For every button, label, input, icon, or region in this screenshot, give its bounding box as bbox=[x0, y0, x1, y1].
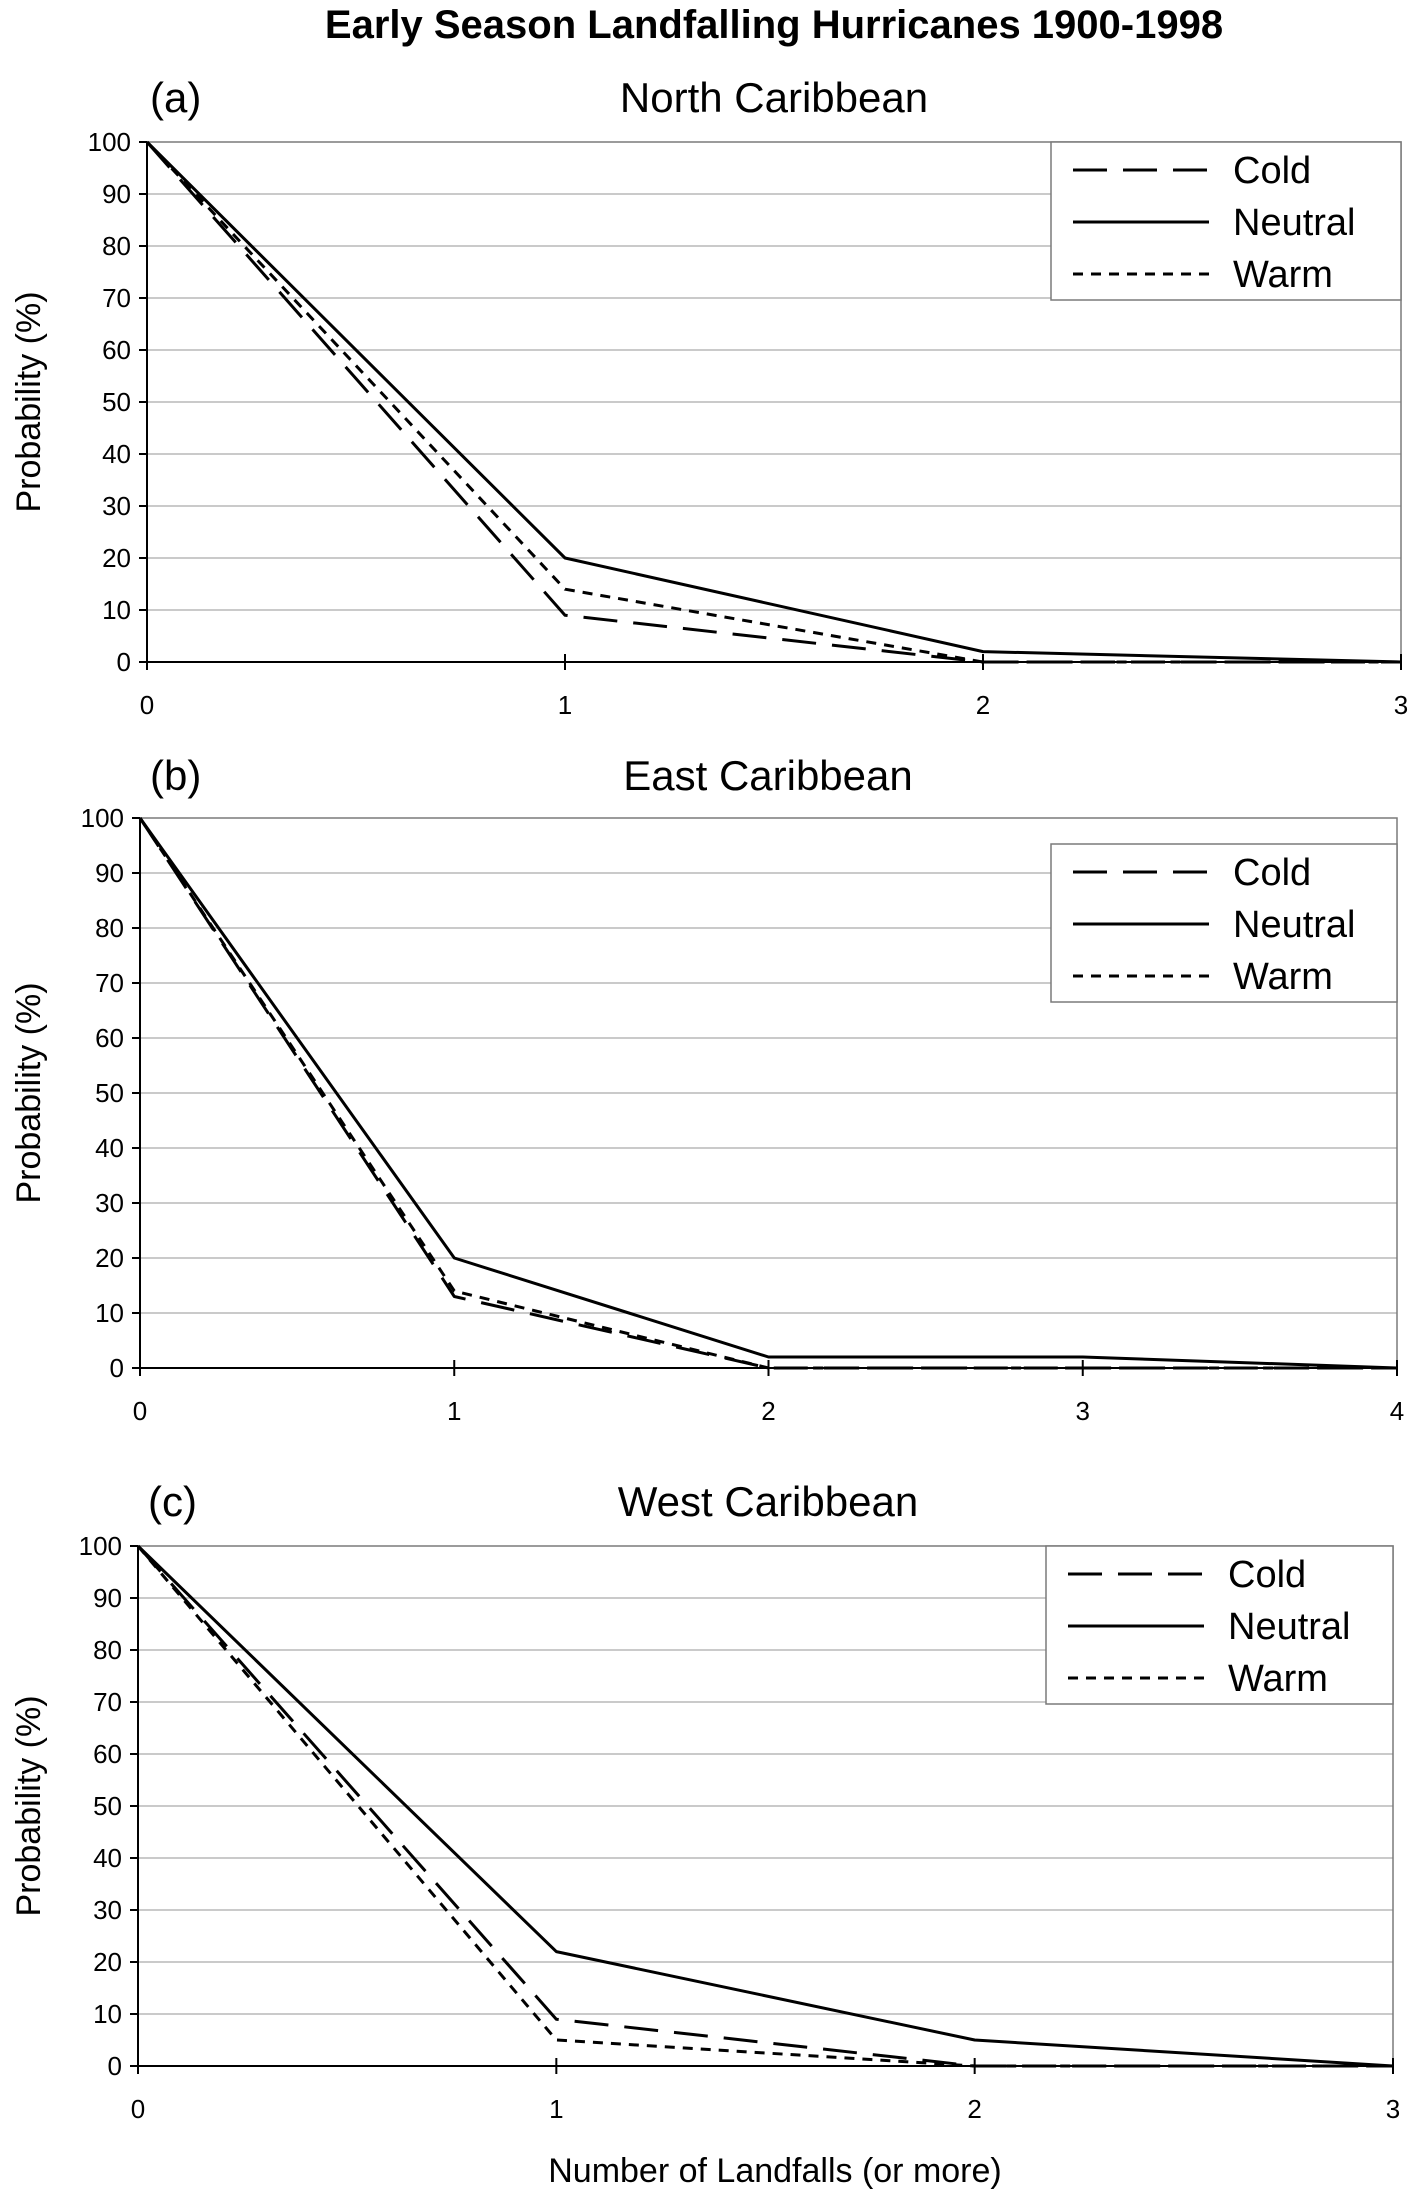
y-tick-label: 70 bbox=[93, 1687, 122, 1717]
panel-title: North Caribbean bbox=[620, 74, 928, 121]
series-line-neutral bbox=[138, 817, 1398, 1370]
y-tick-label: 80 bbox=[102, 231, 131, 261]
x-axis-label: Number of Landfalls (or more) bbox=[548, 2152, 1002, 2190]
y-axis-label: Probability (%) bbox=[10, 1695, 48, 1916]
x-tick-label: 2 bbox=[976, 690, 990, 720]
y-tick-label: 70 bbox=[95, 968, 124, 998]
legend-label: Neutral bbox=[1228, 1606, 1351, 1648]
y-tick-label: 100 bbox=[79, 1531, 122, 1561]
panel-3: (c) West Caribbean 0 10 20 30 40 50 60 70 80 90 100 0… bbox=[10, 1478, 1400, 2124]
y-tick-label: 50 bbox=[93, 1791, 122, 1821]
y-tick-label: 70 bbox=[102, 283, 131, 313]
y-tick-label: 0 bbox=[110, 1353, 124, 1383]
series-line-cold bbox=[138, 817, 1397, 1370]
legend-label: Cold bbox=[1228, 1554, 1306, 1596]
x-tick-label: 0 bbox=[140, 690, 154, 720]
panel-letter: (b) bbox=[150, 752, 201, 799]
legend-label: Neutral bbox=[1233, 202, 1356, 244]
y-tick-label: 10 bbox=[102, 595, 131, 625]
legend-label: Neutral bbox=[1233, 904, 1356, 946]
y-tick-label: 60 bbox=[95, 1023, 124, 1053]
y-tick-label: 30 bbox=[95, 1188, 124, 1218]
x-tick-label: 1 bbox=[447, 1396, 461, 1426]
y-tick-label: 90 bbox=[95, 858, 124, 888]
x-tick-label: 3 bbox=[1386, 2094, 1400, 2124]
panel-1: (a) North Caribbean0102030405060708090100… bbox=[10, 74, 1408, 720]
y-tick-label: 10 bbox=[93, 1999, 122, 2029]
y-tick-label: 90 bbox=[102, 179, 131, 209]
y-tick-label: 100 bbox=[81, 803, 124, 833]
x-tick-label: 2 bbox=[967, 2094, 981, 2124]
y-axis-label: Probability (%) bbox=[10, 291, 48, 512]
panel-2: (b) East Caribbean 0 10 20 30 40 50 60 70 80 90 100 0… bbox=[10, 752, 1404, 1426]
y-tick-label: 0 bbox=[117, 647, 131, 677]
y-tick-label: 0 bbox=[108, 2051, 122, 2081]
series-line-warm bbox=[138, 817, 1397, 1370]
series-line-warm bbox=[145, 140, 1401, 664]
panel-letter: (a) bbox=[150, 74, 201, 121]
y-tick-label: 60 bbox=[93, 1739, 122, 1769]
y-tick-label: 80 bbox=[93, 1635, 122, 1665]
y-tick-label: 30 bbox=[102, 491, 131, 521]
x-tick-label: 3 bbox=[1394, 690, 1408, 720]
legend-label: Cold bbox=[1233, 852, 1311, 894]
y-tick-label: 50 bbox=[95, 1078, 124, 1108]
y-tick-label: 100 bbox=[88, 127, 131, 157]
y-tick-label: 20 bbox=[102, 543, 131, 573]
y-tick-label: 40 bbox=[95, 1133, 124, 1163]
panel-title: East Caribbean bbox=[623, 752, 913, 799]
x-tick-label: 0 bbox=[133, 1396, 147, 1426]
y-tick-label: 40 bbox=[93, 1843, 122, 1873]
panel-title: West Caribbean bbox=[618, 1478, 918, 1525]
series-line-neutral bbox=[145, 140, 1402, 664]
y-tick-label: 40 bbox=[102, 439, 131, 469]
panel-letter: (c) bbox=[148, 1478, 197, 1525]
y-tick-label: 80 bbox=[95, 913, 124, 943]
x-tick-label: 2 bbox=[761, 1396, 775, 1426]
y-tick-label: 50 bbox=[102, 387, 131, 417]
y-tick-label: 20 bbox=[93, 1947, 122, 1977]
legend-label: Warm bbox=[1233, 254, 1333, 296]
legend-label: Warm bbox=[1233, 956, 1333, 998]
x-tick-label: 4 bbox=[1390, 1396, 1404, 1426]
y-tick-label: 20 bbox=[95, 1243, 124, 1273]
y-tick-label: 30 bbox=[93, 1895, 122, 1925]
legend-label: Warm bbox=[1228, 1658, 1328, 1700]
x-tick-label: 1 bbox=[558, 690, 572, 720]
y-tick-label: 90 bbox=[93, 1583, 122, 1613]
legend: Cold Neutral Warm bbox=[1045, 1545, 1394, 1705]
figure-title: Early Season Landfalling Hurricanes 1900… bbox=[325, 3, 1223, 47]
series-line-neutral bbox=[136, 1544, 1394, 2068]
y-tick-label: 60 bbox=[102, 335, 131, 365]
legend-label: Cold bbox=[1233, 150, 1311, 192]
series-line-cold bbox=[136, 1545, 1393, 2068]
legend: Cold Neutral Warm bbox=[1050, 843, 1398, 1003]
x-tick-label: 3 bbox=[1076, 1396, 1090, 1426]
y-tick-label: 10 bbox=[95, 1298, 124, 1328]
legend: Cold Neutral Warm bbox=[1050, 141, 1402, 301]
x-tick-label: 0 bbox=[131, 2094, 145, 2124]
y-axis-label: Probability (%) bbox=[10, 982, 48, 1203]
x-tick-label: 1 bbox=[549, 2094, 563, 2124]
